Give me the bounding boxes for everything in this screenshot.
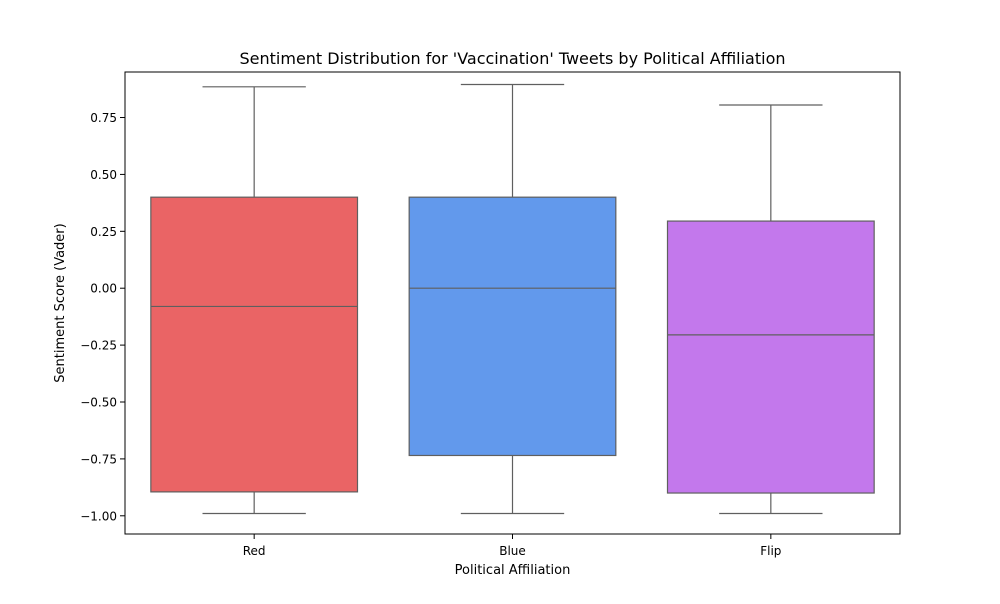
y-tick-label: −1.00	[80, 509, 117, 523]
box-iqr	[150, 196, 359, 493]
boxes-layer	[150, 83, 875, 515]
y-tick-label: 0.75	[90, 111, 117, 125]
y-tick-label: 0.25	[90, 225, 117, 239]
box-iqr	[666, 220, 875, 494]
box-group	[408, 83, 617, 515]
x-axis: Red Blue Flip	[243, 534, 781, 558]
x-tick-label: Red	[243, 544, 266, 558]
y-axis: −1.00 −0.75 −0.50 −0.25 0.00 0.25 0.50 0.75	[80, 111, 125, 523]
y-axis-label: Sentiment Score (Vader)	[53, 223, 68, 382]
y-tick-label: −0.25	[80, 339, 117, 353]
x-tick-label: Blue	[499, 544, 526, 558]
y-tick-label: 0.00	[90, 282, 117, 296]
plot-frame	[124, 71, 901, 535]
chart-title: Sentiment Distribution for 'Vaccination'…	[240, 49, 786, 68]
y-tick-label: −0.50	[80, 396, 117, 410]
box-group	[150, 86, 359, 515]
box-iqr	[408, 196, 617, 457]
y-tick-label: 0.50	[90, 168, 117, 182]
y-tick-label: −0.75	[80, 452, 117, 466]
x-tick-label: Flip	[760, 544, 781, 558]
box-group	[666, 104, 875, 515]
x-axis-label: Political Affiliation	[455, 563, 571, 578]
